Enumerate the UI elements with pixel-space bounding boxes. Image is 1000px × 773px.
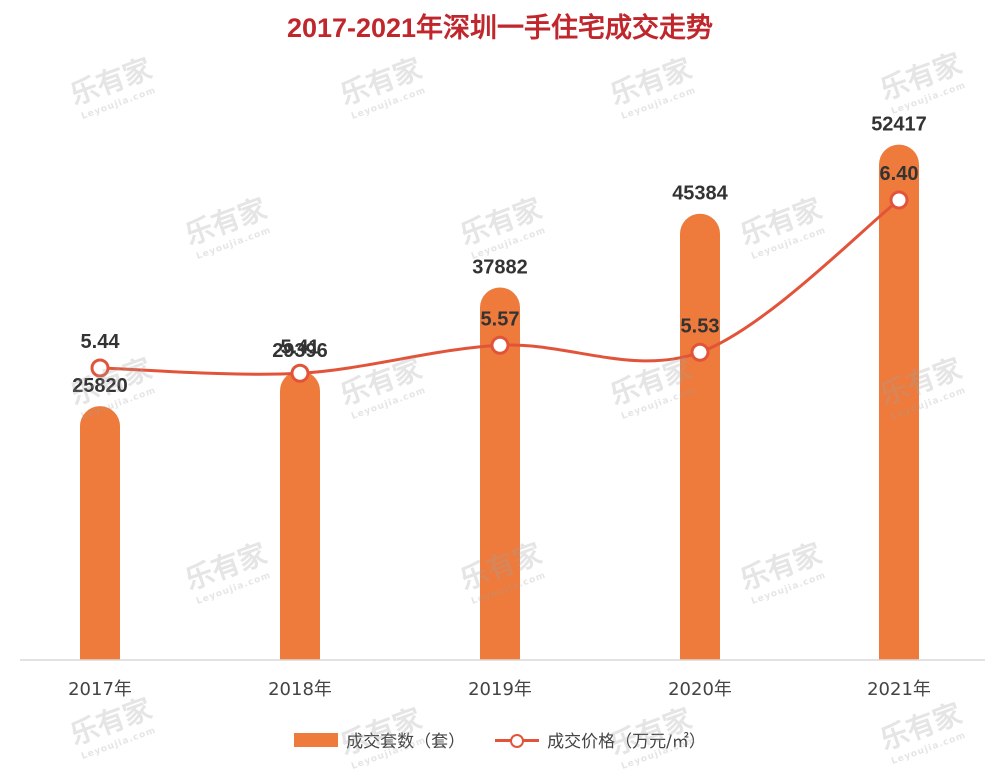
price-value-label-1: 5.41 (281, 336, 320, 358)
x-tick-label-3: 2020年 (668, 679, 732, 700)
legend-item-bar[interactable]: 成交套数（套） (294, 727, 465, 752)
bar-value-label-4: 52417 (871, 114, 927, 136)
legend: 成交套数（套） 成交价格（万元/㎡） (0, 727, 1000, 752)
x-axis-tick-labels: 2017年 2018年 2019年 2020年 2021年 (68, 679, 931, 700)
bar-3[interactable] (680, 213, 720, 660)
bar-4[interactable] (879, 144, 919, 661)
x-tick-label-2: 2019年 (468, 679, 532, 700)
bar-value-label-0: 25820 (72, 375, 128, 397)
price-data-labels: 5.44 5.41 5.57 5.53 6.40 (81, 163, 919, 358)
bar-value-label-3: 45384 (672, 183, 728, 205)
bar-value-label-2: 37882 (472, 256, 528, 278)
price-value-label-4: 6.40 (880, 163, 919, 185)
bar-series (80, 144, 919, 661)
price-value-label-2: 5.57 (481, 308, 520, 330)
legend-line-label: 成交价格（万元/㎡） (547, 732, 706, 752)
x-tick-label-4: 2021年 (867, 679, 931, 700)
price-value-label-3: 5.53 (681, 315, 720, 337)
price-point-4[interactable] (889, 190, 909, 210)
price-point-1[interactable] (290, 363, 310, 383)
price-value-label-0: 5.44 (81, 331, 121, 353)
price-point-0[interactable] (90, 358, 110, 378)
x-tick-label-1: 2018年 (268, 679, 332, 700)
legend-line-swatch-icon (495, 733, 540, 748)
bar-value-label-1: 29396 (272, 340, 328, 362)
bar-1[interactable] (280, 370, 320, 660)
bar-2[interactable] (480, 287, 520, 660)
price-points (90, 190, 909, 383)
legend-bar-label: 成交套数（套） (346, 732, 466, 752)
legend-item-line[interactable]: 成交价格（万元/㎡） (495, 727, 706, 752)
legend-bar-swatch-icon (294, 732, 339, 747)
bar-0[interactable] (80, 406, 120, 660)
x-tick-label-0: 2017年 (68, 679, 132, 700)
bar-data-labels: 25820 29396 37882 45384 52417 (72, 114, 927, 398)
price-point-2[interactable] (490, 335, 510, 355)
chart-title: 2017-2021年深圳一手住宅成交走势 (286, 13, 714, 43)
price-point-3[interactable] (690, 342, 710, 362)
